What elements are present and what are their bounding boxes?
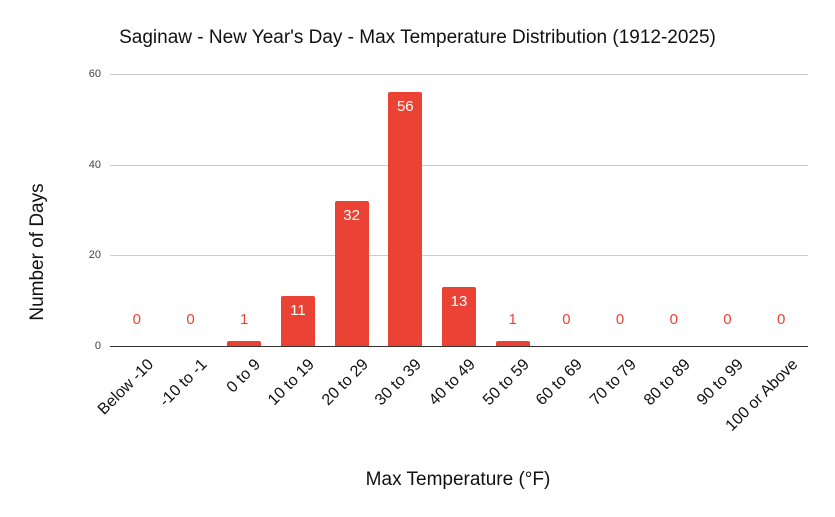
bar[interactable] <box>442 287 476 346</box>
data-label: 0 <box>669 311 678 328</box>
y-tick-label: 40 <box>88 158 101 171</box>
x-tick-label: 90 to 99 <box>694 356 748 409</box>
y-tick-label: 60 <box>88 68 101 80</box>
data-label: 32 <box>343 206 360 224</box>
y-tick-label: 20 <box>88 249 101 262</box>
bar[interactable] <box>227 341 262 346</box>
x-tick-label: 80 to 89 <box>640 356 694 409</box>
x-axis-label: Max Temperature (°F) <box>365 469 551 490</box>
chart-title: Saginaw - New Year's Day - Max Temperatu… <box>0 27 835 49</box>
x-tick-label: 70 to 79 <box>586 356 640 409</box>
data-label: 0 <box>723 311 732 328</box>
x-tick-label: 50 to 59 <box>479 356 533 409</box>
x-tick-label: 10 to 19 <box>264 356 318 409</box>
x-tick-label: 20 to 29 <box>318 356 372 409</box>
x-tick-label: 0 to 9 <box>223 356 265 397</box>
data-label: 0 <box>132 311 142 328</box>
plot-area: 0 0 1 11 32 56 13 1 0 0 0 0 0 <box>110 74 808 347</box>
x-tick-label: 60 to 69 <box>533 356 587 409</box>
gridline <box>110 164 808 166</box>
data-label: 56 <box>396 98 414 116</box>
bar[interactable] <box>334 200 369 346</box>
bar[interactable] <box>495 341 530 346</box>
data-label: 0 <box>776 311 786 328</box>
gridline <box>110 255 808 257</box>
chart-title-text: Saginaw - New Year's Day - Max Temperatu… <box>119 27 716 48</box>
x-tick-label: 30 to 39 <box>372 356 426 409</box>
x-tick-label: 40 to 49 <box>425 356 479 409</box>
bar[interactable] <box>280 296 315 346</box>
data-label: 0 <box>186 311 195 328</box>
bar[interactable] <box>388 92 423 346</box>
x-tick-label: Below -10 <box>94 356 158 419</box>
y-tick-label: 0 <box>94 340 101 352</box>
data-label: 11 <box>290 302 306 320</box>
gridline <box>110 74 808 75</box>
data-label: 0 <box>615 311 625 328</box>
data-label: 13 <box>450 293 468 311</box>
data-label: 1 <box>508 311 517 328</box>
x-axis-line <box>110 346 808 347</box>
data-label: 0 <box>562 311 571 328</box>
data-label: 1 <box>240 311 249 328</box>
x-tick-label: -10 to -1 <box>155 356 211 411</box>
